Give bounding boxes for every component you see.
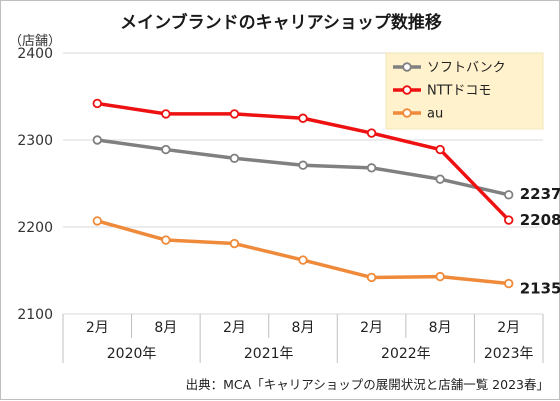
- x-tick-label: 2月: [497, 320, 520, 336]
- data-point: [435, 174, 445, 184]
- source-note: 出典：MCA「キャリアショップの展開状況と店舗一覧 2023春」: [186, 377, 549, 392]
- year-group-label: 2022年: [381, 346, 431, 362]
- x-tick-label: 8月: [292, 320, 315, 336]
- data-point: [366, 128, 377, 138]
- series-1: [92, 135, 514, 200]
- series-line: [96, 219, 509, 286]
- legend-label: au: [427, 107, 443, 122]
- data-point: [504, 278, 514, 289]
- data-point: [298, 255, 308, 265]
- data-point: [92, 216, 102, 226]
- end-labels: 2237 2208 2135: [520, 185, 560, 298]
- data-point: [435, 271, 445, 282]
- y-tick-label: 2200: [17, 220, 53, 236]
- x-tick-label: 8月: [154, 320, 177, 336]
- y-axis-ticks: 2100 2200 2300 2400: [17, 46, 53, 323]
- data-point: [229, 109, 240, 119]
- data-point: [161, 109, 171, 119]
- x-tick-label: 8月: [429, 320, 452, 336]
- legend: ソフトバンク NTTドコモ au: [385, 52, 544, 130]
- end-value-label: 2208: [520, 211, 560, 229]
- data-point: [161, 144, 171, 155]
- year-group-label: 2021年: [244, 346, 294, 362]
- series-3: [92, 216, 514, 289]
- series-2: [92, 98, 514, 225]
- data-point: [92, 135, 102, 145]
- end-value-label: 2237: [520, 185, 560, 203]
- data-point: [504, 190, 514, 200]
- data-point: [435, 144, 445, 155]
- legend-label: ソフトバンク: [427, 61, 506, 76]
- x-tick-label: 2月: [360, 320, 383, 336]
- series-lines: [92, 98, 514, 289]
- year-group-label: 2020年: [107, 346, 157, 362]
- y-tick-label: 2300: [17, 133, 53, 149]
- chart-title: メインブランドのキャリアショップ数推移: [120, 12, 442, 33]
- data-point: [298, 113, 308, 123]
- y-tick-label: 2400: [17, 46, 53, 62]
- data-point: [161, 235, 171, 245]
- legend-label: NTTドコモ: [427, 84, 491, 99]
- x-tick-label: 2月: [223, 320, 246, 336]
- legend-marker: [402, 85, 412, 95]
- end-value-label: 2135: [520, 280, 560, 298]
- y-axis-unit-label: （店舗）: [9, 34, 61, 49]
- x-axis: 2月 8月 2月 8月 2月 8月 2月 2020年 2021年 2022年 2023年: [62, 314, 544, 363]
- data-point: [229, 153, 240, 163]
- data-point: [504, 215, 514, 225]
- x-tick-label: 2月: [86, 320, 109, 336]
- data-point: [366, 272, 377, 283]
- data-point: [366, 163, 377, 173]
- year-group-label: 2023年: [484, 346, 534, 362]
- legend-marker: [402, 62, 412, 72]
- data-point: [92, 98, 102, 109]
- data-point: [298, 160, 308, 170]
- legend-marker: [402, 108, 412, 118]
- y-tick-label: 2100: [17, 307, 53, 323]
- data-point: [229, 238, 240, 249]
